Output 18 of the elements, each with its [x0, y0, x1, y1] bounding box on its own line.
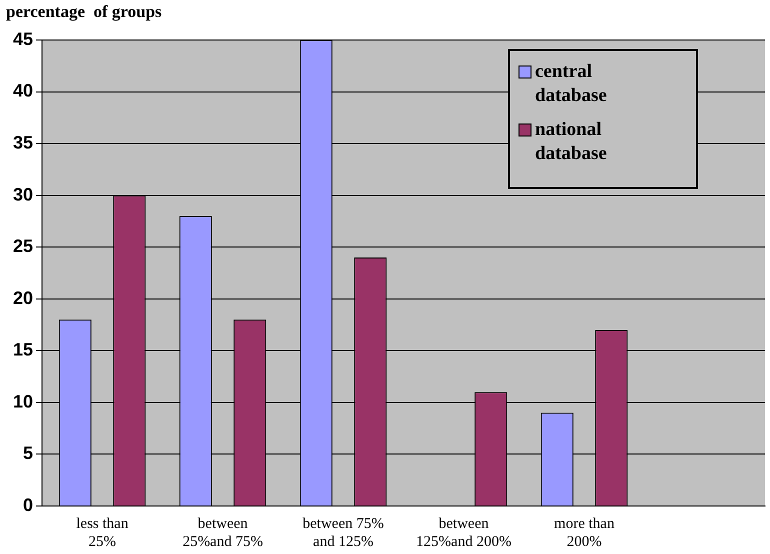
y-tick-label: 45 — [12, 28, 34, 49]
x-tick-label: between 75% and 125% — [302, 516, 384, 550]
y-tick-label: 20 — [12, 288, 34, 308]
y-axis-title: percentage of groups — [6, 2, 162, 21]
x-tick-label: more than 200% — [554, 516, 615, 550]
y-tick-label: 40 — [12, 80, 34, 101]
x-tick-label: less than 25% — [76, 516, 129, 550]
y-tick-label: 0 — [23, 494, 34, 515]
x-tick-label: between 125%and 200% — [416, 516, 512, 550]
legend-label: national database — [535, 118, 607, 164]
legend-label: central database — [535, 60, 607, 106]
y-tick-label: 10 — [12, 391, 34, 412]
y-tick-label: 15 — [12, 340, 34, 360]
y-tick-label: 35 — [12, 132, 34, 153]
x-tick-label: between 25%and 75% — [182, 516, 263, 550]
y-tick-label: 30 — [12, 184, 34, 204]
y-tick-label: 5 — [23, 443, 34, 464]
y-tick-label: 25 — [12, 236, 34, 256]
